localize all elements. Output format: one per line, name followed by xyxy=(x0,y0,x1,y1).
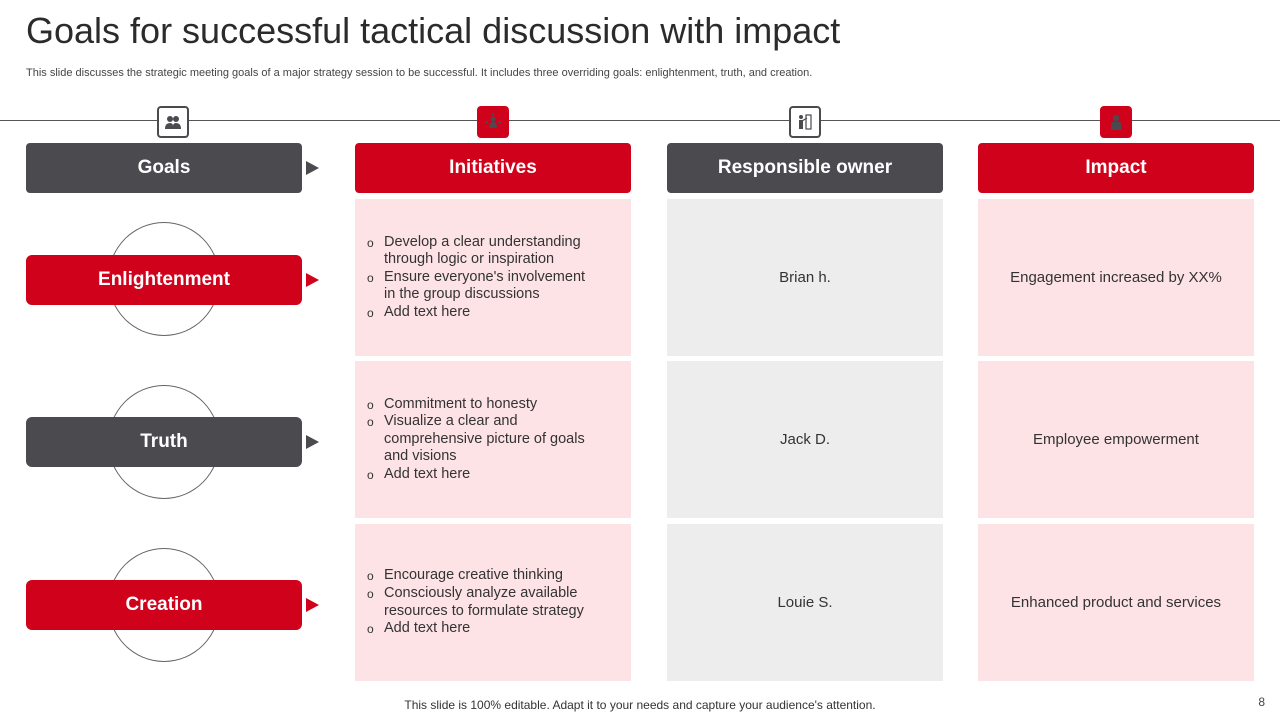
goals-header-arrow-icon xyxy=(306,161,319,175)
goal-creation: Creation xyxy=(26,580,302,630)
initiative-item: Develop a clear understanding through lo… xyxy=(367,234,591,269)
network-person-icon xyxy=(477,106,509,138)
idea-hand-icon xyxy=(1100,106,1132,138)
impact-cell: Enhanced product and services xyxy=(978,524,1254,681)
page-number: 8 xyxy=(1258,695,1265,709)
initiatives-header: Initiatives xyxy=(355,143,631,193)
owner-cell: Louie S. xyxy=(667,524,943,681)
initiatives-cell: Encourage creative thinking Consciously … xyxy=(355,524,631,681)
initiatives-list: Commitment to honesty Visualize a clear … xyxy=(355,396,631,485)
goal-arrow-icon xyxy=(306,598,319,612)
slide-subtitle: This slide discusses the strategic meeti… xyxy=(26,67,813,79)
presenter-icon xyxy=(789,106,821,138)
goal-arrow-icon xyxy=(306,435,319,449)
initiative-item: Commitment to honesty xyxy=(367,396,591,414)
initiative-item: Add text here xyxy=(367,466,591,484)
owner-cell: Jack D. xyxy=(667,361,943,518)
initiatives-cell: Develop a clear understanding through lo… xyxy=(355,199,631,356)
initiative-item: Add text here xyxy=(367,304,591,322)
initiative-item: Add text here xyxy=(367,620,591,638)
initiative-item: Ensure everyone's involvement in the gro… xyxy=(367,269,591,304)
footer-note: This slide is 100% editable. Adapt it to… xyxy=(404,698,876,712)
initiative-item: Consciously analyze available resources … xyxy=(367,585,591,620)
initiatives-list: Encourage creative thinking Consciously … xyxy=(355,567,631,638)
owner-cell: Brian h. xyxy=(667,199,943,356)
initiatives-list: Develop a clear understanding through lo… xyxy=(355,234,631,323)
impact-cell: Engagement increased by XX% xyxy=(978,199,1254,356)
impact-header: Impact xyxy=(978,143,1254,193)
owner-header: Responsible owner xyxy=(667,143,943,193)
goal-arrow-icon xyxy=(306,273,319,287)
initiative-item: Visualize a clear and comprehensive pict… xyxy=(367,413,591,466)
initiatives-cell: Commitment to honesty Visualize a clear … xyxy=(355,361,631,518)
slide-title: Goals for successful tactical discussion… xyxy=(26,10,841,51)
goals-header: Goals xyxy=(26,143,302,193)
goal-truth: Truth xyxy=(26,417,302,467)
header-divider-line xyxy=(0,120,1280,121)
goal-enlightenment: Enlightenment xyxy=(26,255,302,305)
team-icon xyxy=(157,106,189,138)
impact-cell: Employee empowerment xyxy=(978,361,1254,518)
initiative-item: Encourage creative thinking xyxy=(367,567,591,585)
